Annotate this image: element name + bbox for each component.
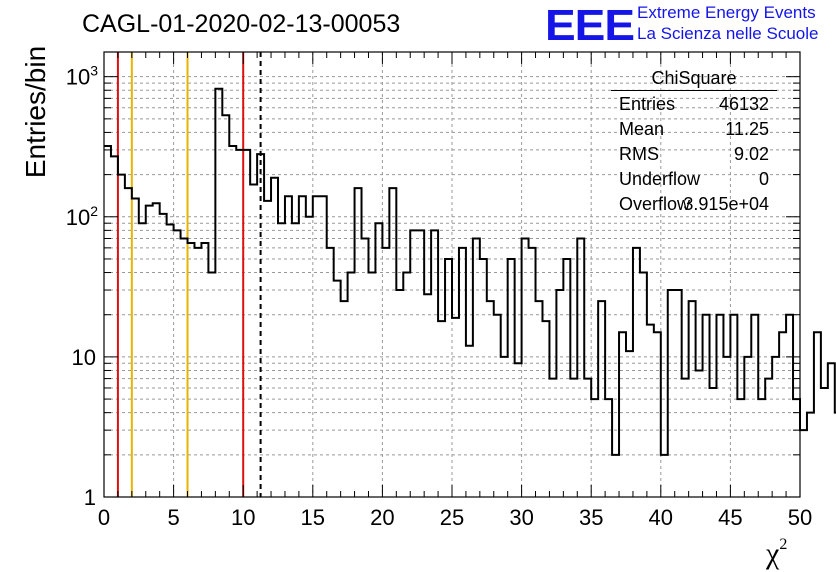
stats-value: 11.25 (725, 119, 769, 139)
stats-box: ChiSquare Entries 46132 Mean 11.25 RMS 9.02… (611, 66, 777, 217)
x-tick-label: 35 (579, 505, 603, 530)
stats-value: 46132 (718, 94, 769, 114)
stats-row-overflow: Overflow 3.915e+04 (611, 192, 777, 217)
y-tick-label: 103 (66, 63, 98, 90)
x-tick-label: 45 (718, 505, 742, 530)
stats-key: Underflow (619, 169, 701, 189)
x-tick-label: 10 (231, 505, 255, 530)
y-tick-label: 10 (72, 345, 96, 370)
x-axis-label: χ2 (766, 536, 788, 570)
chart-title: CAGL-01-2020-02-13-00053 (82, 10, 401, 38)
y-tick-label: 102 (66, 203, 98, 230)
x-tick-label: 5 (167, 505, 179, 530)
stats-value: 0 (758, 169, 769, 189)
stats-key: Overflow (619, 194, 691, 214)
stats-key: RMS (619, 144, 659, 164)
logo-line-2: La Scienza nelle Scuole (637, 24, 819, 43)
stats-value: 9.02 (733, 144, 769, 164)
stats-row-rms: RMS 9.02 (611, 142, 777, 167)
stats-key: Mean (619, 119, 665, 139)
x-tick-label: 0 (98, 505, 110, 530)
stats-key: Entries (619, 94, 676, 114)
stats-box-title: ChiSquare (611, 66, 777, 91)
stats-row-entries: Entries 46132 (611, 92, 777, 117)
x-tick-label: 20 (370, 505, 394, 530)
eee-logo: EEE (545, 0, 635, 50)
x-tick-label: 25 (440, 505, 464, 530)
x-tick-label: 40 (649, 505, 673, 530)
logo-line-1: Extreme Energy Events (637, 3, 816, 22)
x-tick-label: 50 (788, 505, 812, 530)
stats-row-underflow: Underflow 0 (611, 167, 777, 192)
x-tick-label: 15 (301, 505, 325, 530)
x-tick-label: 30 (509, 505, 533, 530)
stats-value: 3.915e+04 (683, 194, 769, 214)
histogram-series (104, 87, 836, 456)
stats-row-mean: Mean 11.25 (611, 117, 777, 142)
y-tick-label: 1 (84, 485, 96, 510)
